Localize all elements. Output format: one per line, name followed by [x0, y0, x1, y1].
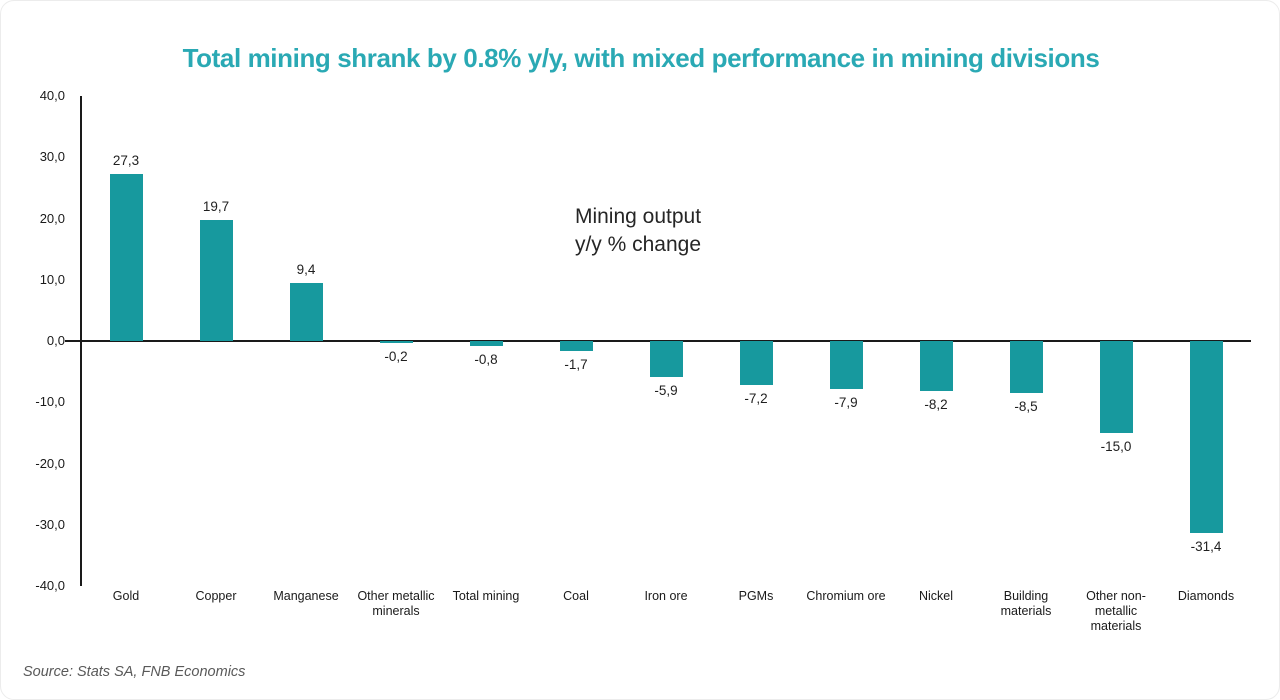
bar-value-label: -8,5: [1014, 399, 1038, 415]
x-axis-category-label: Coal: [563, 589, 589, 603]
bar-value-label: 19,7: [202, 199, 230, 215]
x-axis-category-label: Diamonds: [1177, 589, 1235, 603]
bar-nickel: [919, 341, 953, 392]
bar-gold: [109, 173, 143, 341]
chart-annotation: Mining output y/y % change: [574, 205, 702, 256]
source-attribution: Source: Stats SA, FNB Economics: [23, 664, 246, 680]
bar-iron-ore: [649, 341, 683, 378]
y-axis-tick-label: 10,0: [39, 271, 65, 287]
bar-manganese: [289, 283, 323, 341]
x-axis-category-label: Copper: [195, 589, 237, 603]
bar-other-non-metallic-materials: [1099, 341, 1133, 433]
bar-value-label: 27,3: [112, 152, 140, 168]
x-axis-category-label: PGMs: [738, 589, 774, 603]
x-axis-category-label: Manganese: [273, 589, 339, 603]
bar-pgms: [739, 341, 773, 386]
x-axis-category-label: Iron ore: [644, 589, 688, 603]
bar-diamonds: [1189, 341, 1223, 534]
bar-total-mining: [469, 341, 503, 346]
bar-value-label: -8,2: [924, 397, 948, 413]
bar-value-label: -0,2: [384, 349, 408, 364]
bar-copper: [199, 220, 233, 341]
bar-value-label: -0,8: [474, 351, 498, 367]
y-axis-tick-label: -30,0: [35, 516, 65, 532]
bar-value-label: -7,9: [834, 395, 858, 411]
bar-value-label: -7,2: [744, 391, 768, 407]
bar-coal: [559, 341, 593, 352]
bar-building-materials: [1009, 341, 1043, 394]
bar-value-label: -1,7: [564, 357, 588, 373]
y-axis-tick-label: 0,0: [46, 333, 65, 348]
x-axis-category-label: Other metallic minerals: [357, 589, 435, 618]
bar-value-label: -15,0: [1100, 438, 1132, 454]
y-axis-tick-label: -40,0: [35, 578, 65, 593]
bar-value-label: 9,4: [296, 262, 316, 278]
y-axis-tick-label: -20,0: [35, 455, 65, 471]
y-axis-tick-label: 20,0: [39, 210, 65, 226]
x-axis-category-label: Chromium ore: [806, 589, 886, 603]
y-axis-tick-label: -10,0: [35, 394, 65, 410]
bar-other-metallic-minerals: [379, 341, 413, 343]
x-axis-category-label: Building materials: [1000, 589, 1052, 618]
y-axis-tick-label: 40,0: [39, 88, 65, 103]
bar-chromium-ore: [829, 341, 863, 390]
x-axis-category-label: Other non- metallic materials: [1086, 589, 1146, 633]
x-axis-category-label: Nickel: [918, 589, 954, 603]
chart-title: Total mining shrank by 0.8% y/y, with mi…: [182, 43, 1100, 73]
bar-value-label: -5,9: [654, 383, 678, 399]
x-axis-category-label: Gold: [112, 589, 140, 603]
y-axis-tick-label: 30,0: [39, 149, 65, 165]
bar-value-label: -31,4: [1190, 539, 1222, 555]
x-axis-category-label: Total mining: [452, 589, 520, 603]
